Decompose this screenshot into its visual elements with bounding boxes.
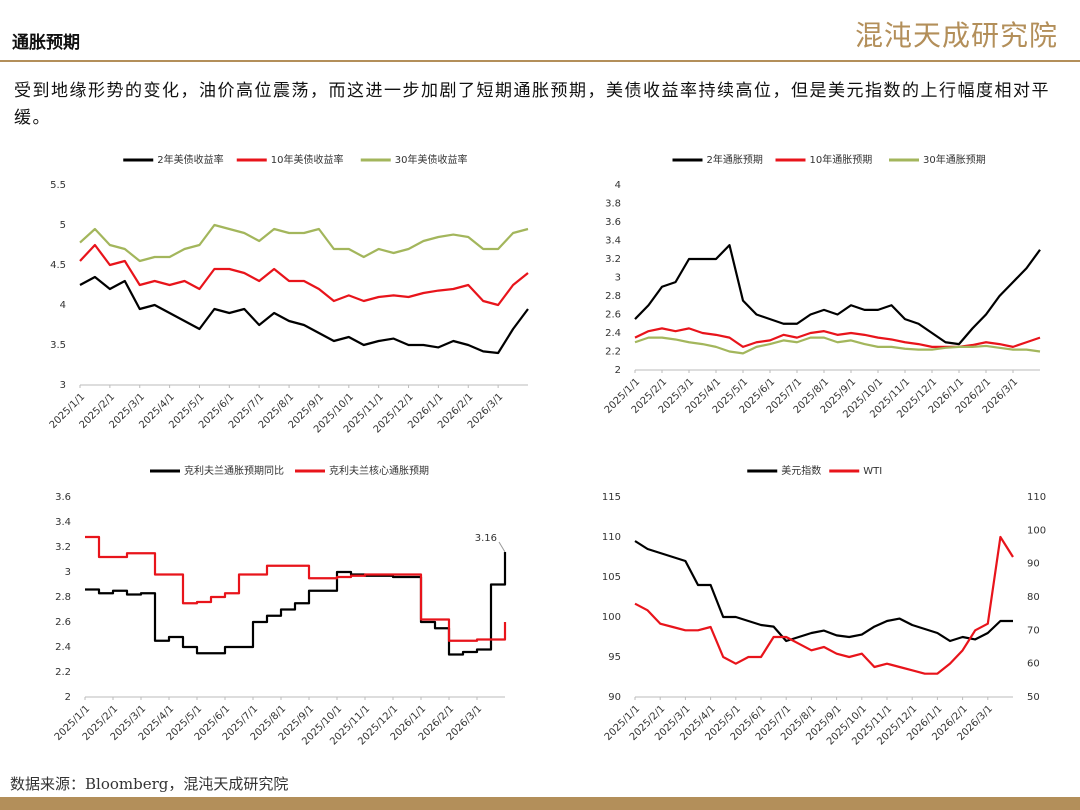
y-tick-label: 110 xyxy=(602,532,621,543)
label-leader xyxy=(498,541,506,553)
y-tick-label: 2.8 xyxy=(55,592,71,603)
source-note: 数据来源：Bloomberg，混沌天成研究院 xyxy=(10,775,289,793)
series-line xyxy=(634,327,1041,348)
y-tick-label: 3.2 xyxy=(55,542,71,553)
y-tick-label: 3 xyxy=(60,380,66,391)
y2-tick-label: 60 xyxy=(1027,659,1040,670)
y-tick-label: 4 xyxy=(615,180,621,191)
y-tick-label: 4 xyxy=(60,300,66,311)
series-line xyxy=(634,535,1014,675)
header-rule xyxy=(0,60,1080,62)
y-tick-label: 3.8 xyxy=(605,199,621,210)
series-line xyxy=(79,223,529,263)
body-text: 受到地缘形势的变化，油价高位震荡，而这进一步加剧了短期通胀预期，美债收益率持续高… xyxy=(14,81,1050,128)
y-tick-label: 3.4 xyxy=(55,517,71,528)
legend-label: 美元指数 xyxy=(781,464,821,477)
y-tick-label: 5.5 xyxy=(50,180,66,191)
brand-logo: 混沌天成研究院 xyxy=(854,19,1058,52)
y2-tick-label: 110 xyxy=(1027,492,1046,503)
y-tick-label: 2 xyxy=(65,692,71,703)
series-line xyxy=(85,535,507,642)
legend-label: 30年美债收益率 xyxy=(395,153,468,166)
y-tick-label: 2 xyxy=(615,365,621,376)
y-tick-label: 3.6 xyxy=(55,492,71,503)
y-tick-label: 3.2 xyxy=(605,254,621,265)
y-tick-label: 4.5 xyxy=(50,260,66,271)
y-tick-label: 90 xyxy=(608,692,621,703)
series-line xyxy=(634,336,1041,355)
y-tick-label: 95 xyxy=(608,652,621,663)
y-tick-label: 3.4 xyxy=(605,236,621,247)
y-tick-label: 3 xyxy=(615,273,621,284)
legend-label: 10年通胀预期 xyxy=(810,153,873,166)
y2-tick-label: 100 xyxy=(1027,525,1046,536)
legend-label: 2年美债收益率 xyxy=(157,153,223,166)
y-tick-label: 2.6 xyxy=(605,310,621,321)
y-tick-label: 100 xyxy=(602,612,621,623)
y2-tick-label: 50 xyxy=(1027,692,1040,703)
y2-tick-label: 70 xyxy=(1027,625,1040,636)
y-tick-label: 3 xyxy=(65,567,71,578)
legend-label: 2年通胀预期 xyxy=(707,153,763,166)
legend-label: 10年美债收益率 xyxy=(271,153,344,166)
y-tick-label: 2.2 xyxy=(55,667,71,678)
legend-label: 克利夫兰通胀预期同比 xyxy=(184,464,284,477)
legend-label: 克利夫兰核心通胀预期 xyxy=(329,464,429,477)
y-tick-label: 2.8 xyxy=(605,291,621,302)
charts: 33.544.555.52025/1/12025/2/12025/3/12025… xyxy=(48,153,1046,748)
y-tick-label: 2.2 xyxy=(605,347,621,358)
series-line xyxy=(79,243,529,307)
footer-bar xyxy=(0,797,1080,810)
series-line xyxy=(634,244,1041,346)
header-title: 通胀预期 xyxy=(12,33,80,53)
y-tick-label: 2.6 xyxy=(55,617,71,628)
y2-tick-label: 80 xyxy=(1027,592,1040,603)
y2-tick-label: 90 xyxy=(1027,559,1040,570)
legend-label: 30年通胀预期 xyxy=(923,153,986,166)
y-tick-label: 5 xyxy=(60,220,66,231)
y-tick-label: 3.6 xyxy=(605,217,621,228)
y-tick-label: 105 xyxy=(602,572,621,583)
series-line xyxy=(634,540,1013,643)
series-line xyxy=(79,275,529,355)
data-label: 3.16 xyxy=(475,533,497,544)
y-tick-label: 2.4 xyxy=(55,642,71,653)
y-tick-label: 115 xyxy=(602,492,621,503)
y-tick-label: 2.4 xyxy=(605,328,621,339)
y-tick-label: 3.5 xyxy=(50,340,66,351)
series-line xyxy=(85,552,507,656)
legend-label: WTI xyxy=(863,466,882,477)
